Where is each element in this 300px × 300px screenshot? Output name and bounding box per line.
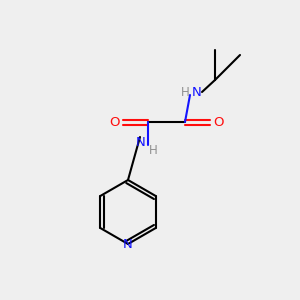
- Text: H: H: [181, 85, 189, 98]
- Text: O: O: [213, 116, 223, 128]
- Text: O: O: [110, 116, 120, 128]
- Text: N: N: [123, 238, 133, 250]
- Text: H: H: [148, 143, 158, 157]
- Text: N: N: [136, 136, 146, 149]
- Text: N: N: [192, 85, 202, 98]
